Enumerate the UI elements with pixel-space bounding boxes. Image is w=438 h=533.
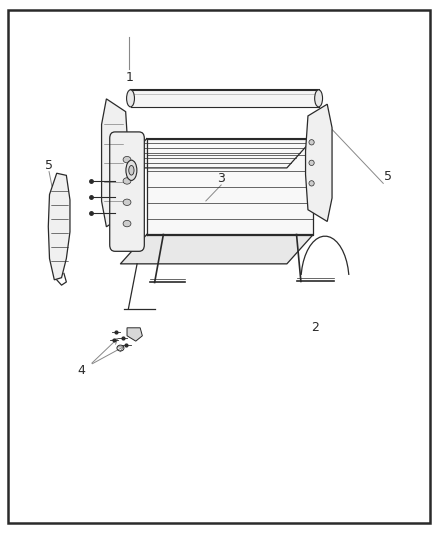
Text: 5: 5 [45,159,53,172]
Polygon shape [120,235,313,264]
Polygon shape [120,139,313,168]
Ellipse shape [309,181,314,186]
Text: 5: 5 [384,171,392,183]
Polygon shape [127,328,142,341]
Polygon shape [102,99,128,227]
Ellipse shape [309,160,314,165]
Ellipse shape [129,165,134,175]
Ellipse shape [126,160,137,180]
Ellipse shape [123,178,131,184]
Ellipse shape [127,90,134,107]
Text: 3: 3 [217,172,225,185]
Text: 1: 1 [125,71,133,84]
FancyBboxPatch shape [110,132,144,251]
Text: 4: 4 [77,364,85,377]
Polygon shape [48,173,70,280]
Ellipse shape [314,90,322,107]
Ellipse shape [309,140,314,145]
Ellipse shape [123,221,131,227]
Ellipse shape [123,156,131,163]
Polygon shape [147,139,313,235]
Text: 2: 2 [311,321,319,334]
Polygon shape [306,104,332,221]
Ellipse shape [123,199,131,205]
